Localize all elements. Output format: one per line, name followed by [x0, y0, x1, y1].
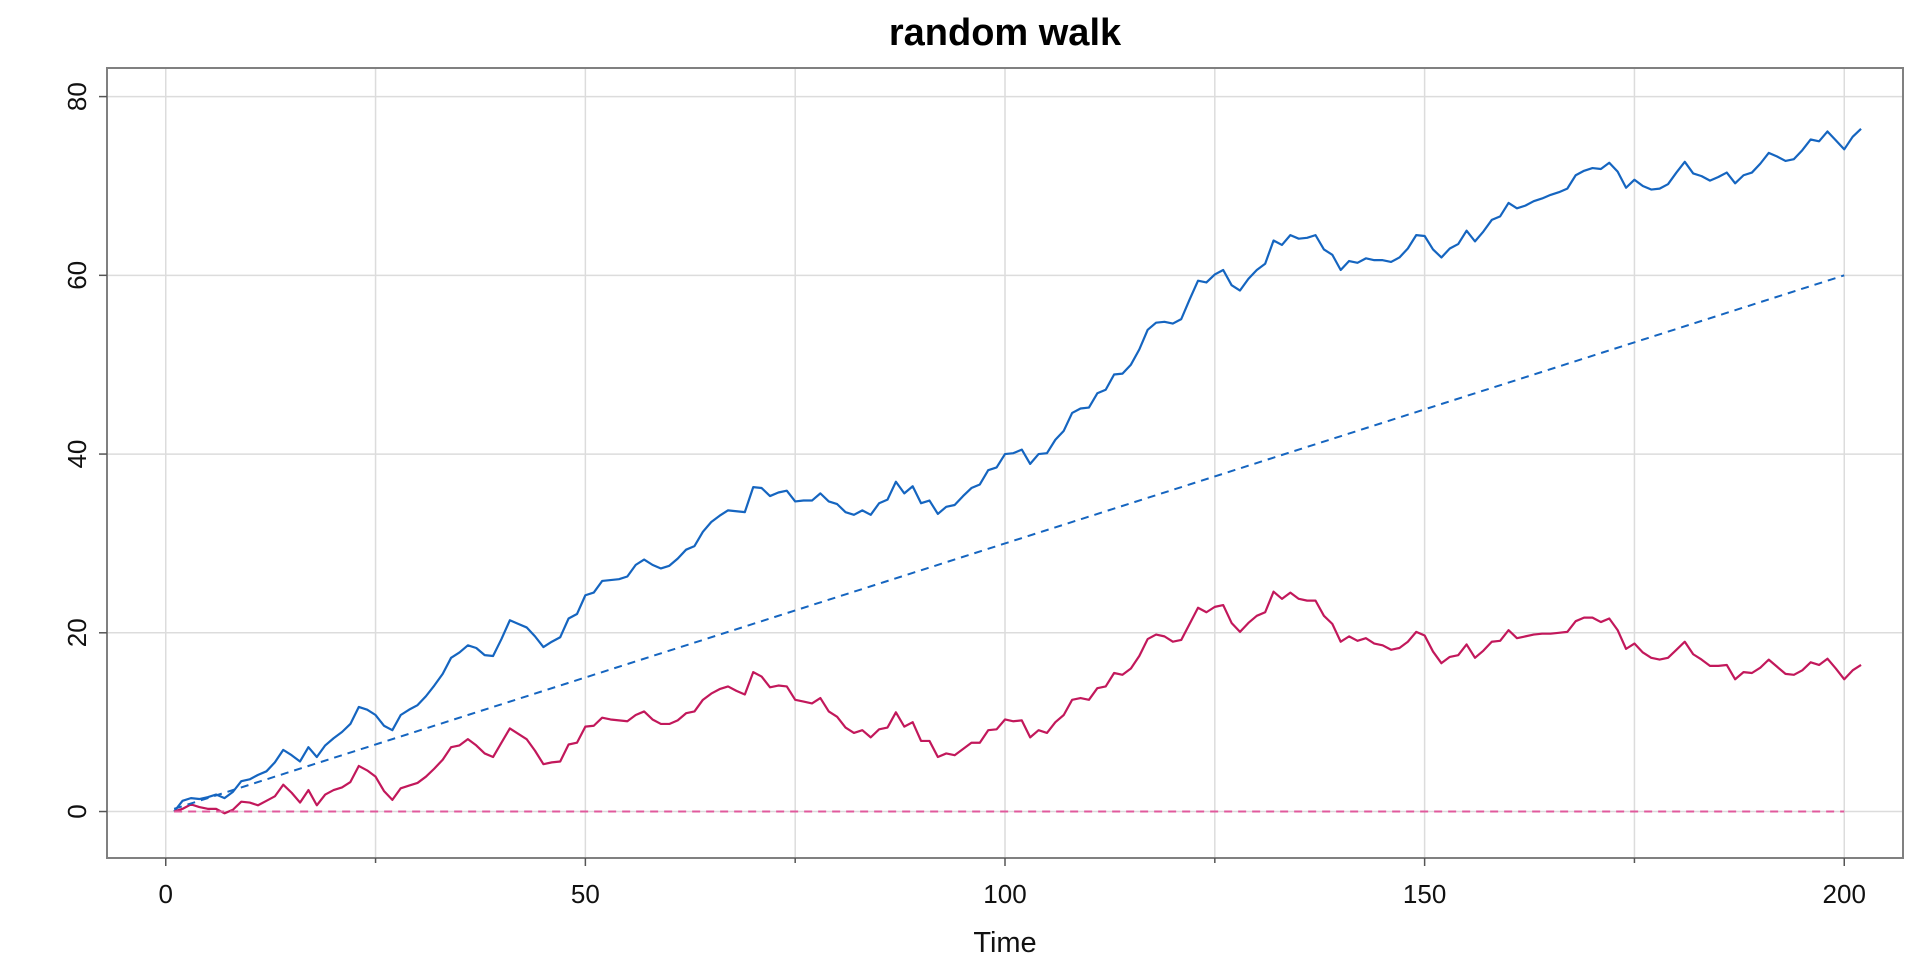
y-tick-label: 40	[62, 440, 92, 469]
series-line-3	[173, 274, 1845, 810]
x-tick-label: 50	[571, 879, 600, 909]
y-tick-label: 20	[62, 618, 92, 647]
x-axis-label: Time	[973, 927, 1036, 959]
chart-title: random walk	[889, 12, 1122, 54]
x-tick-label: 0	[159, 879, 173, 909]
y-tick-label: 80	[62, 82, 92, 111]
series-line-1	[173, 127, 1862, 813]
grid-layer	[107, 68, 1903, 858]
series-line-2	[173, 590, 1862, 815]
series-layer	[173, 127, 1862, 815]
y-tick-label: 0	[62, 804, 92, 818]
y-tick-label: 60	[62, 261, 92, 290]
axis-layer: 0 50 100 150 200 0 20 40 60 80	[62, 82, 1866, 909]
x-tick-label: 100	[983, 879, 1026, 909]
x-tick-label: 150	[1403, 879, 1446, 909]
x-tick-label: 200	[1823, 879, 1866, 909]
